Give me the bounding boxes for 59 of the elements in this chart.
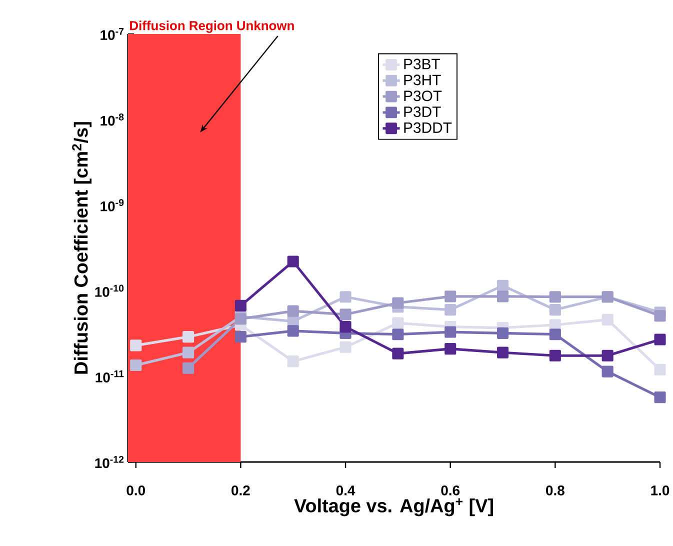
point (340, 291, 352, 303)
x-tick-label: 0.0 (126, 485, 145, 496)
point (392, 328, 404, 340)
point (392, 317, 404, 329)
x-tick-label: 0.6 (441, 485, 460, 496)
point (549, 350, 561, 362)
point (602, 350, 614, 362)
point (444, 304, 456, 316)
point (130, 340, 142, 352)
x-tick-label: 0.8 (546, 485, 564, 496)
point (496, 290, 509, 302)
point (654, 334, 666, 346)
point (392, 348, 404, 360)
y-tick-label: 10$^{-11}$ (96, 370, 124, 382)
point (549, 328, 561, 340)
point (182, 331, 194, 343)
point (340, 321, 352, 333)
point (654, 364, 666, 376)
x-axis-title: Voltage vs. Ag/Ag$^{+}$ [V] (294, 498, 493, 516)
point (549, 291, 561, 303)
point (654, 392, 666, 404)
legend-label: P3HT (404, 74, 441, 86)
point (392, 297, 404, 309)
y-tick-label: 10$^{-9}$ (100, 199, 124, 212)
y-axis-title: Diffusion Coefficient [cm$^{2}$/s] (72, 122, 92, 374)
y-tick-label: 10$^{-8}$ (100, 114, 124, 126)
band-label: Diffusion Region Unknown (130, 20, 294, 33)
point (444, 326, 456, 338)
y-tick-label: 10$^{-12}$ (95, 456, 124, 468)
point (496, 327, 509, 339)
legend-label: P3BT (404, 58, 440, 70)
point (602, 366, 614, 378)
x-tick-label: 0.4 (336, 485, 356, 496)
point (287, 305, 299, 317)
point (444, 290, 456, 302)
point (654, 310, 666, 322)
x-tick-label: 0.2 (232, 485, 250, 496)
point (549, 304, 561, 316)
legend-label: P3DDT (404, 122, 452, 133)
point (182, 362, 194, 374)
point (234, 300, 246, 312)
x-tick-label: 1.0 (651, 485, 670, 496)
point (287, 325, 299, 337)
point (182, 346, 194, 358)
point (287, 256, 299, 268)
y-tick-label: 10$^{-10}$ (95, 284, 124, 297)
point (444, 343, 456, 355)
point (340, 308, 352, 320)
legend-label: P3OT (404, 90, 442, 102)
point (234, 313, 246, 325)
point (130, 359, 142, 372)
point (602, 314, 614, 326)
point (496, 280, 509, 292)
point (340, 341, 352, 353)
y-tick-label: 10$^{-7}$ (100, 28, 124, 40)
point (287, 356, 299, 368)
point (496, 346, 509, 358)
legend-label: P3DT (404, 106, 441, 118)
point (234, 331, 246, 343)
